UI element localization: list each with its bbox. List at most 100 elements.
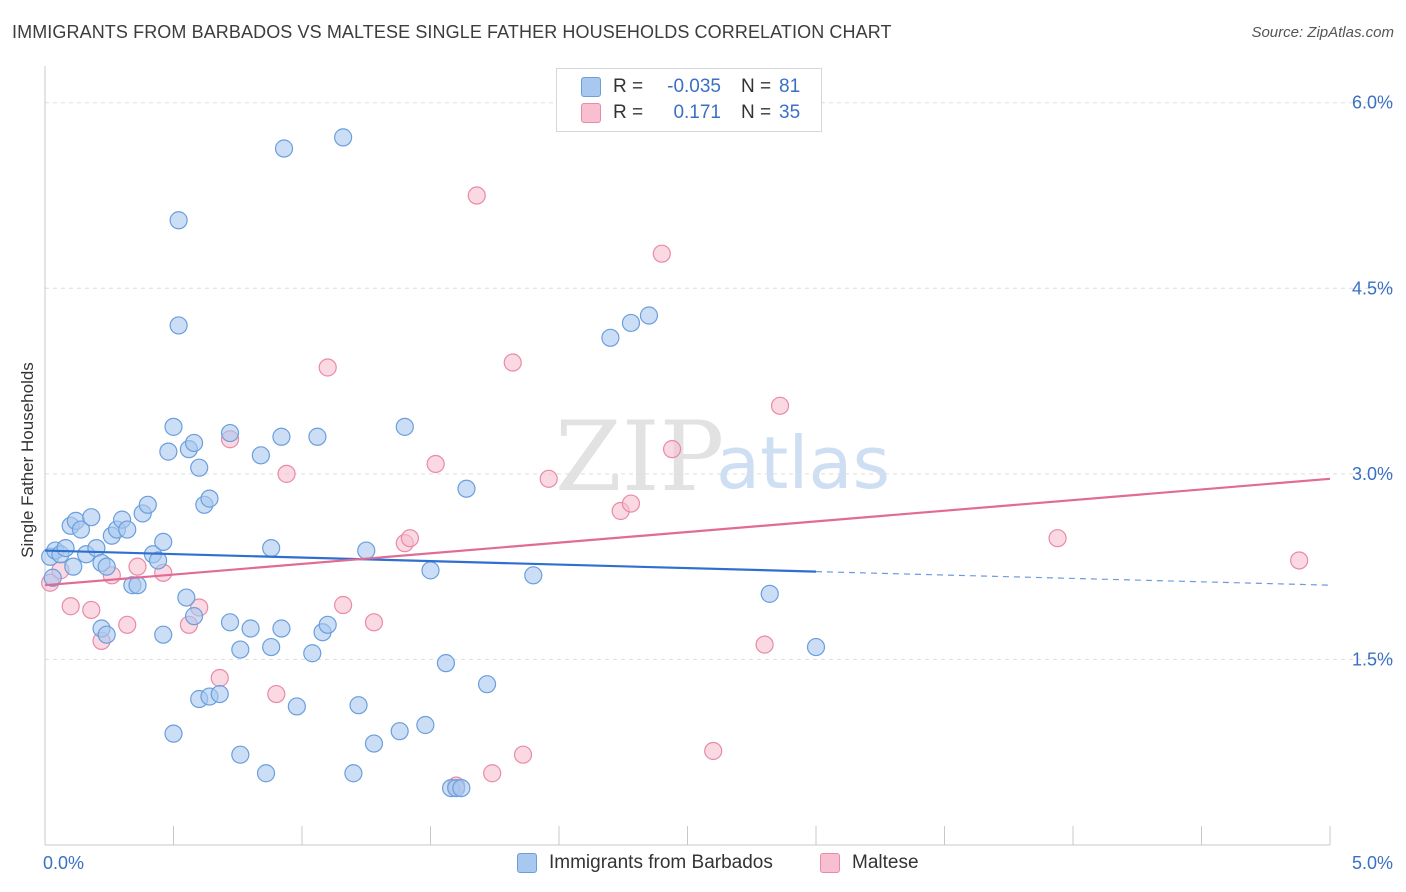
barbados-point: [138, 495, 157, 514]
barbados-point: [395, 417, 414, 436]
barbados-point: [43, 568, 62, 587]
barbados-point: [621, 313, 641, 333]
barbados-point: [262, 637, 281, 657]
maltese-trend-line: [44, 477, 1331, 587]
y-axis-label: Single Father Households: [18, 362, 37, 558]
maltese-point: [539, 469, 558, 488]
maltese-point: [210, 668, 229, 688]
barbados-point: [524, 566, 543, 585]
blue-swatch: [517, 853, 537, 873]
barbados-point: [169, 211, 188, 230]
barbados-point: [272, 619, 291, 638]
barbados-point: [190, 458, 209, 477]
barbados-point: [287, 697, 306, 716]
maltese-point: [61, 597, 80, 616]
watermark-atlas: atlas: [716, 421, 890, 505]
legend-item-maltese[interactable]: Maltese: [820, 852, 919, 874]
barbados-point: [241, 619, 260, 638]
stats-legend-row-pink: R = 0.171 N = 35: [581, 101, 800, 125]
maltese-point: [267, 684, 286, 704]
maltese-point: [277, 464, 296, 483]
watermark-zip: ZIP: [555, 401, 724, 513]
barbados-point: [364, 734, 384, 753]
legend-label-barbados: Immigrants from Barbados: [549, 852, 773, 873]
barbados-point: [164, 724, 183, 743]
n-value: 81: [779, 76, 801, 97]
barbados-point: [177, 588, 196, 607]
chart-title: IMMIGRANTS FROM BARBADOS VS MALTESE SING…: [12, 22, 892, 42]
barbados-trend-line: [44, 549, 817, 573]
legend-label-maltese: Maltese: [852, 852, 919, 873]
barbados-point: [231, 745, 250, 764]
y-tick-label: 6.0%: [1352, 93, 1393, 113]
r-value: 0.171: [673, 102, 721, 123]
barbados-point: [231, 640, 250, 659]
barbados-point: [436, 654, 456, 673]
maltese-point: [128, 557, 147, 576]
barbados-point: [210, 684, 229, 704]
barbados-point: [97, 557, 116, 576]
n-value: 35: [779, 102, 801, 123]
pink-swatch: [820, 853, 840, 873]
barbados-point: [128, 576, 147, 595]
maltese-point: [513, 745, 533, 764]
maltese-point: [334, 595, 353, 615]
source-credit: Source: ZipAtlas.com: [1251, 24, 1394, 41]
maltese-point: [503, 353, 522, 372]
barbados-point: [308, 427, 327, 446]
barbados-point: [452, 778, 471, 798]
legend-item-barbados[interactable]: Immigrants from Barbados: [517, 852, 773, 874]
barbados-point: [200, 489, 219, 508]
barbados-point: [262, 538, 281, 558]
barbados-point: [477, 675, 497, 694]
y-tick-label: 4.5%: [1352, 278, 1393, 298]
barbados-point: [421, 561, 440, 580]
barbados-point: [56, 538, 75, 558]
barbados-point: [349, 696, 368, 715]
barbados-point: [806, 637, 826, 657]
barbados-point: [184, 433, 204, 453]
barbados-point: [64, 557, 83, 576]
barbados-point: [639, 306, 659, 325]
barbados-point: [97, 625, 116, 644]
barbados-point: [154, 532, 173, 552]
maltese-point: [318, 358, 337, 377]
y-tick-label: 3.0%: [1352, 464, 1393, 484]
barbados-point: [318, 615, 337, 634]
barbados-point: [118, 520, 137, 539]
barbados-point: [274, 139, 294, 158]
stats-legend: R = -0.035 N = 81 R = 0.171 N = 35: [556, 68, 822, 132]
stats-legend-row-blue: R = -0.035 N = 81: [581, 75, 800, 99]
maltese-point: [1048, 529, 1067, 548]
barbados-point: [416, 715, 435, 735]
barbados-point: [148, 551, 168, 570]
y-tick-label: 1.5%: [1352, 649, 1393, 669]
barbados-point: [71, 520, 91, 539]
r-label: R =: [613, 76, 644, 97]
barbados-trend-extension: [815, 571, 1331, 586]
barbados-point: [760, 584, 779, 603]
r-label: R =: [613, 102, 644, 123]
maltese-point: [467, 186, 486, 205]
blue-swatch: [581, 77, 601, 97]
maltese-point: [755, 635, 774, 654]
x-tick-label: 5.0%: [1352, 853, 1393, 873]
series-legend: Immigrants from Barbados Maltese: [0, 852, 1406, 878]
maltese-point: [118, 615, 137, 634]
barbados-point: [272, 427, 291, 446]
barbados-point: [251, 446, 270, 465]
barbados-point: [601, 328, 620, 347]
barbados-point: [82, 508, 101, 527]
barbados-point: [344, 764, 363, 783]
n-label: N =: [741, 76, 772, 97]
barbados-point: [457, 479, 476, 498]
barbados-point: [256, 764, 276, 783]
barbados-point: [154, 625, 173, 644]
x-tick-label: 0.0%: [43, 853, 84, 873]
barbados-point: [334, 128, 353, 147]
n-label: N =: [741, 102, 772, 123]
maltese-point: [652, 244, 671, 263]
maltese-point: [400, 529, 420, 548]
maltese-point: [483, 764, 502, 783]
